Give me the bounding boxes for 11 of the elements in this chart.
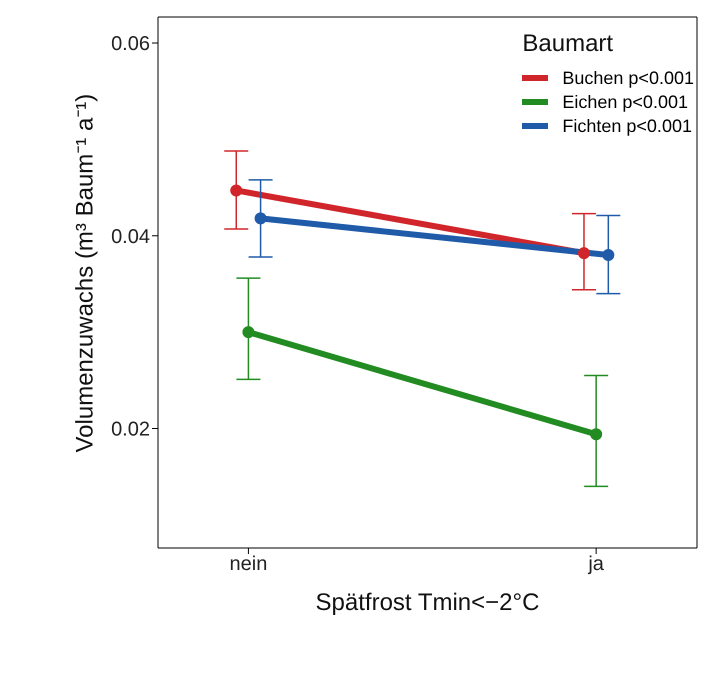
- y-axis-title: Volumenzuwachs (m³ Baum⁻¹ a⁻¹): [72, 94, 99, 452]
- legend-title: Baumart: [522, 30, 614, 58]
- x-axis-title: Spätfrost Tmin<−2°C: [316, 589, 540, 616]
- x-tick-label: ja: [587, 553, 605, 576]
- legend-label: Fichten p<0.001: [562, 115, 692, 138]
- y-tick-label: 0.04: [111, 226, 150, 248]
- legend-label: Eichen p<0.001: [562, 91, 688, 114]
- y-tick-label: 0.06: [111, 33, 150, 56]
- legend-label: Buchen p<0.001: [562, 67, 694, 90]
- x-tick-label: nein: [230, 553, 268, 576]
- y-tick-label: 0.02: [111, 418, 150, 441]
